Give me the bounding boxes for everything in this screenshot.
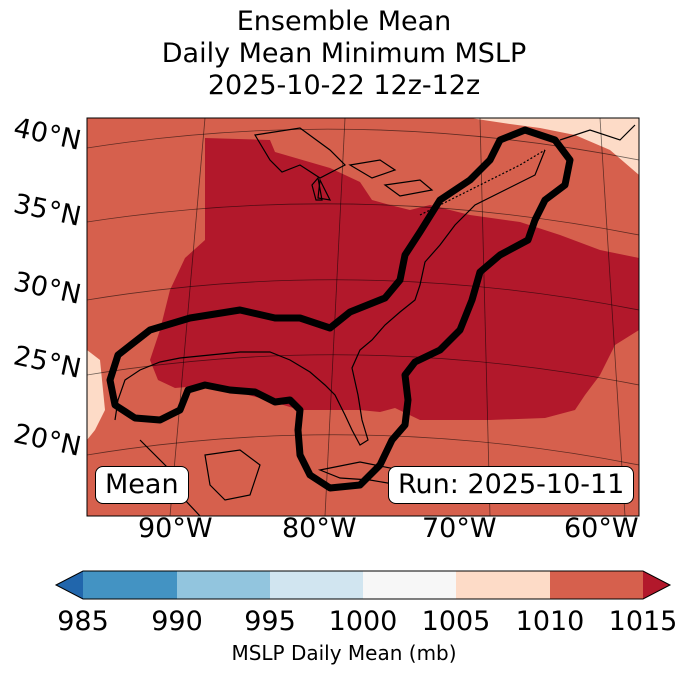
gridline-lon-80 [324, 118, 346, 516]
colorbar-tick-995: 995 [244, 606, 296, 637]
gridline-lat-25 [87, 354, 639, 386]
coastline-east-coast [114, 149, 546, 446]
colorbar-label: MSLP Daily Mean (mb) [231, 641, 457, 665]
colorbar-segment-1010 [550, 571, 643, 599]
coastline-canada [559, 124, 636, 141]
colorbar-tick-1010: 1010 [515, 606, 585, 637]
run-date-box: Run: 2025-10-11 [388, 466, 635, 504]
coastline-great-lakes [254, 127, 434, 201]
colorbar-outline [54, 570, 672, 600]
field-over-1015 [150, 138, 639, 420]
colorbar-segment-995 [270, 571, 363, 599]
gridline-lat-35 [87, 203, 639, 236]
gridline-lat-20 [87, 434, 639, 466]
colorbar-over-arrow [643, 571, 670, 599]
colorbar-tick-1005: 1005 [421, 606, 491, 637]
lon-label-90: 90°W [138, 513, 213, 544]
colorbar-under-arrow [56, 571, 83, 599]
border-us-canada [419, 149, 546, 216]
lon-label-60: 60°W [564, 513, 639, 544]
colorbar-segment-985 [83, 571, 177, 599]
coastline-lake-michigan [311, 176, 323, 201]
colorbar-tick-1015: 1015 [608, 606, 678, 637]
colorbar-segment-1005 [456, 571, 550, 599]
gridline-lat-30 [87, 279, 639, 311]
colorbar-tick-985: 985 [57, 606, 109, 637]
contour-outline [106, 126, 574, 492]
colorbar-segment-1000 [363, 571, 456, 599]
colorbar-segment-990 [177, 571, 270, 599]
title-line-3: 2025-10-22 12z-12z [207, 70, 481, 101]
coastline-yucatan [204, 449, 261, 501]
colorbar-tick-990: 990 [151, 606, 203, 637]
title-line-1: Ensemble Mean [236, 6, 452, 37]
colorbar-tick-1000: 1000 [328, 606, 398, 637]
lon-label-70: 70°W [422, 513, 497, 544]
lon-label-80: 80°W [282, 513, 357, 544]
gridline-lon-60 [599, 118, 626, 516]
title-line-2: Daily Mean Minimum MSLP [161, 38, 527, 69]
mean-label-box: Mean [95, 466, 189, 504]
map-frame [86, 117, 640, 517]
